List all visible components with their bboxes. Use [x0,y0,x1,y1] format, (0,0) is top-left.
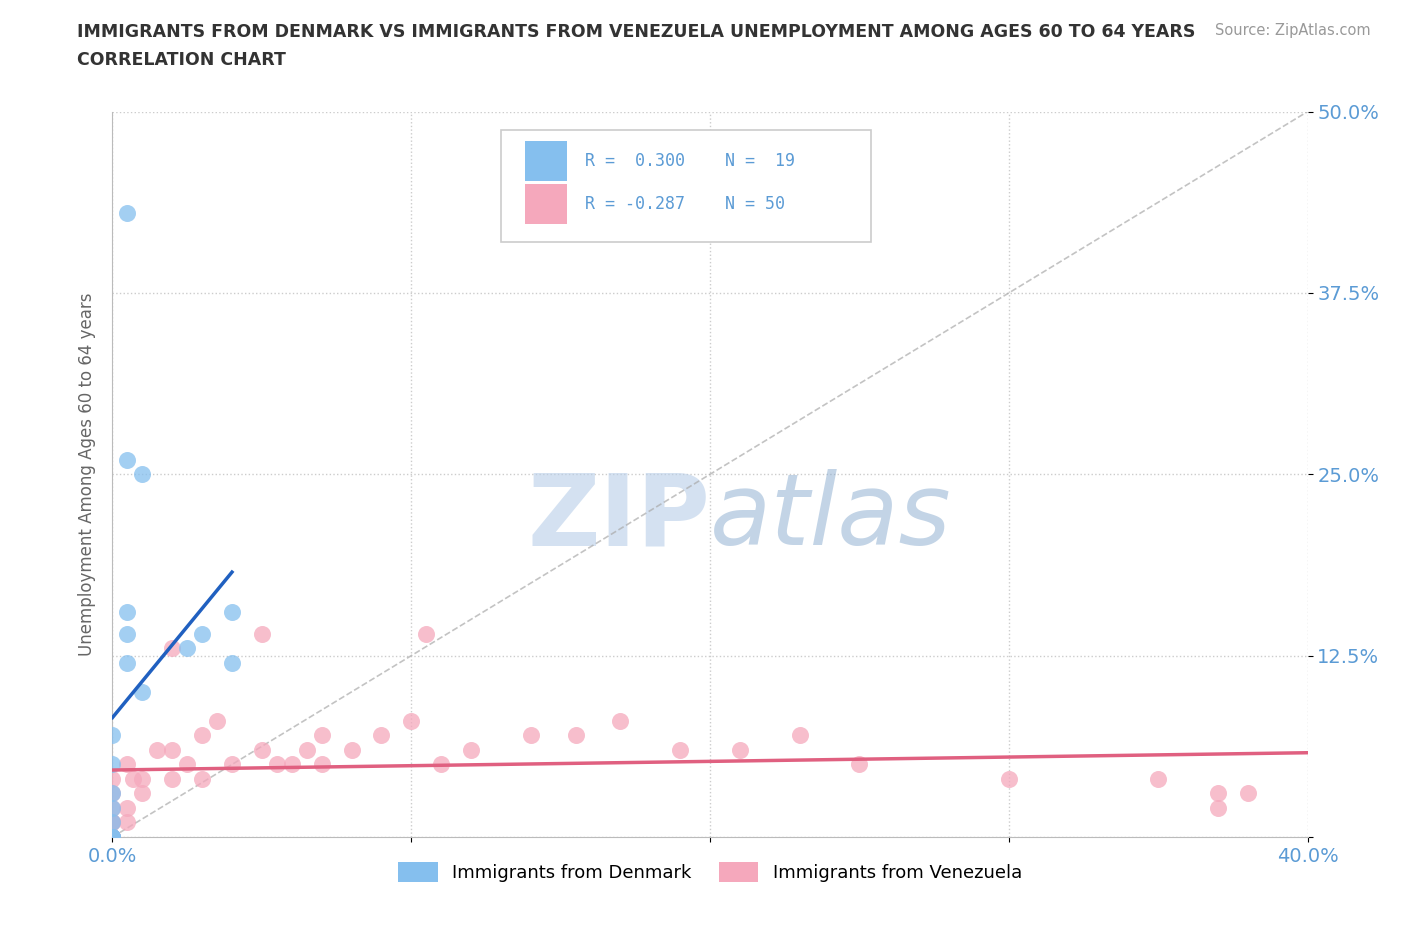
Point [728,742,751,757]
Text: CORRELATION CHART: CORRELATION CHART [77,51,287,69]
Point [1147,772,1170,787]
Point [176,757,198,772]
Point [131,467,153,482]
Point [281,757,304,772]
Point [101,801,124,816]
Text: ZIP: ZIP [527,470,710,566]
Point [520,728,543,743]
Point [998,772,1021,787]
Point [401,713,423,728]
Point [131,772,153,787]
Text: atlas: atlas [710,470,952,566]
Point [221,604,243,619]
Point [266,757,288,772]
Point [101,786,124,801]
Point [176,641,198,656]
Point [191,728,214,743]
Point [101,801,124,816]
Point [564,728,586,743]
Point [101,815,124,830]
Point [101,830,124,844]
Text: R =  0.300    N =  19: R = 0.300 N = 19 [585,152,794,170]
Point [131,684,153,699]
Point [848,757,870,772]
Point [101,830,124,844]
Point [789,728,811,743]
Point [117,452,139,467]
Point [430,757,453,772]
Point [117,604,139,619]
Point [101,830,124,844]
Point [117,815,139,830]
Text: R = -0.287    N = 50: R = -0.287 N = 50 [585,195,785,214]
Point [101,728,124,743]
Point [117,801,139,816]
Point [117,757,139,772]
Legend: Immigrants from Denmark, Immigrants from Venezuela: Immigrants from Denmark, Immigrants from… [391,855,1029,890]
Point [122,772,145,787]
FancyBboxPatch shape [501,130,872,242]
Point [221,757,243,772]
Point [162,641,183,656]
Point [191,772,214,787]
Point [162,742,183,757]
Point [205,713,228,728]
Point [250,627,273,642]
Point [162,772,183,787]
Y-axis label: Unemployment Among Ages 60 to 64 years: Unemployment Among Ages 60 to 64 years [77,293,96,656]
Point [460,742,482,757]
Point [101,786,124,801]
Point [1206,801,1229,816]
Bar [524,140,567,180]
Point [117,627,139,642]
Point [1206,786,1229,801]
Point [101,830,124,844]
Point [101,815,124,830]
Point [250,742,273,757]
Point [146,742,169,757]
Point [191,627,214,642]
Point [415,627,437,642]
Text: Source: ZipAtlas.com: Source: ZipAtlas.com [1215,23,1371,38]
Point [609,713,631,728]
Point [101,757,124,772]
Point [131,786,153,801]
Point [101,830,124,844]
Point [311,728,333,743]
Point [101,830,124,844]
Point [101,772,124,787]
Point [117,656,139,671]
Point [117,206,139,220]
Point [101,830,124,844]
Point [340,742,363,757]
Point [370,728,392,743]
Point [101,830,124,844]
Point [295,742,318,757]
Point [221,656,243,671]
Bar [524,184,567,224]
Point [311,757,333,772]
Point [101,830,124,844]
Point [101,815,124,830]
Point [669,742,692,757]
Point [101,830,124,844]
Text: IMMIGRANTS FROM DENMARK VS IMMIGRANTS FROM VENEZUELA UNEMPLOYMENT AMONG AGES 60 : IMMIGRANTS FROM DENMARK VS IMMIGRANTS FR… [77,23,1195,41]
Point [1237,786,1260,801]
